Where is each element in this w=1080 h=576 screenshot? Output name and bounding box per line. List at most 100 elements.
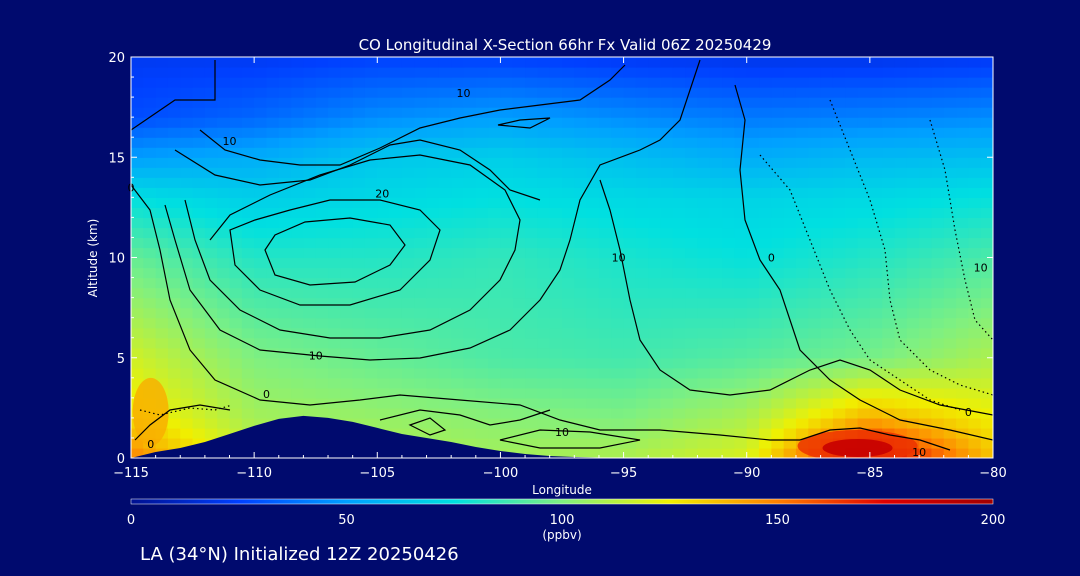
field-cell [759,427,772,439]
field-cell [857,157,871,168]
field-cell [795,237,809,249]
field-cell [598,127,612,138]
field-cell [291,307,304,319]
field-cell [845,197,859,208]
field-cell [217,247,231,259]
field-cell [241,77,255,88]
field-cell [364,157,378,168]
field-cell [832,267,846,279]
field-cell [906,167,920,178]
field-cell [315,207,329,218]
field-cell [562,247,575,259]
field-cell [734,217,748,229]
field-cell [611,407,625,419]
field-cell [143,277,157,289]
field-cell [943,327,957,339]
field-cell [820,307,834,319]
field-cell [845,367,859,379]
field-cell [623,327,637,339]
field-cell [685,377,699,389]
field-cell [709,277,723,289]
field-cell [266,147,280,158]
field-cell [660,437,674,449]
field-cell [660,157,674,168]
field-cell [783,397,797,409]
field-cell [869,137,883,148]
field-cell [722,227,735,239]
field-cell [451,197,465,208]
field-cell [906,77,920,88]
field-cell [919,267,933,279]
field-cell [746,127,760,138]
field-cell [685,277,699,289]
field-cell [463,287,477,299]
field-cell [291,107,304,118]
field-cell [574,297,588,309]
field-cell [537,287,551,299]
field-cell [525,307,538,319]
field-cell [722,427,735,439]
field-cell [685,57,699,68]
field-cell [943,447,957,458]
field-cell [968,57,982,68]
field-cell [968,377,982,389]
field-cell [229,197,243,208]
field-cell [709,397,723,409]
field-cell [438,137,452,148]
field-cell [598,347,612,359]
field-cell [635,237,649,249]
field-cell [364,217,378,229]
field-cell [192,117,206,128]
field-cell [808,367,822,379]
field-cell [623,437,637,449]
field-cell [685,67,699,78]
field-cell [611,87,625,98]
field-cell [475,427,489,439]
field-cell [180,437,194,449]
field-cell [857,97,871,108]
field-cell [389,307,403,319]
field-cell [500,57,514,68]
field-cell [217,367,231,379]
field-cell [155,437,169,449]
field-cell [783,417,797,429]
field-cell [722,327,735,339]
field-cell [217,297,231,309]
field-cell [340,287,354,299]
contour-line [229,199,441,306]
field-cell [734,407,748,419]
field-cell [438,247,452,259]
field-cell [697,297,711,309]
field-cell [512,397,526,409]
field-cell [635,107,649,118]
field-cell [438,297,452,309]
field-cell [512,147,526,158]
field-cell [648,87,662,98]
field-cell [722,207,735,218]
field-cell [586,57,600,68]
field-cell [266,397,280,409]
field-cell [894,237,908,249]
field-cell [549,377,563,389]
field-cell [401,97,415,108]
field-cell [377,227,391,239]
field-cell [500,77,514,88]
field-cell [808,257,822,269]
field-cell [746,317,760,329]
field-cell [919,207,933,218]
field-cell [611,157,625,168]
field-cell [352,237,366,249]
field-cell [204,307,218,319]
field-cell [315,407,329,419]
field-cell [475,117,489,128]
field-cell [241,157,255,168]
field-cell [241,377,255,389]
field-cell [192,437,206,449]
field-cell [131,237,144,249]
field-cell [512,167,526,178]
field-cell [340,247,354,259]
field-cell [229,137,243,148]
field-cell [746,217,760,229]
field-cell [820,367,834,379]
field-cell [352,157,366,168]
